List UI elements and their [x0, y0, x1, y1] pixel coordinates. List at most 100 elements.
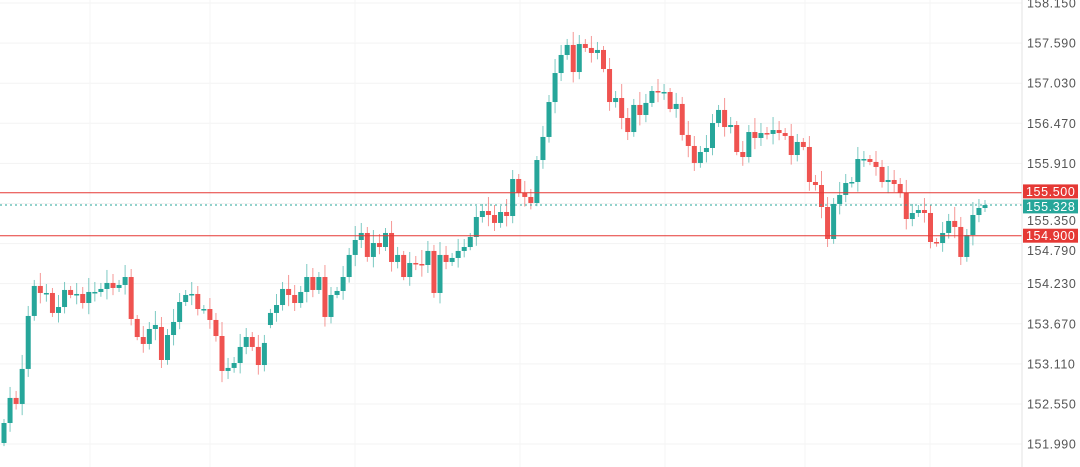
- candle-body: [358, 232, 364, 240]
- candle-body: [455, 250, 461, 258]
- candle-body: [764, 133, 770, 135]
- candle-body: [921, 209, 927, 214]
- candle: [425, 240, 431, 273]
- candle: [921, 197, 927, 223]
- candle: [128, 269, 134, 326]
- candle-body: [395, 254, 401, 262]
- candle-body: [716, 109, 722, 124]
- candle-body: [407, 262, 413, 278]
- candle-body: [346, 254, 352, 278]
- candle: [201, 305, 207, 314]
- candle: [776, 121, 782, 141]
- candle: [940, 221, 946, 252]
- candle: [855, 147, 861, 192]
- candle: [56, 295, 61, 323]
- candle: [588, 35, 594, 63]
- candle-body: [183, 294, 189, 303]
- candle: [419, 249, 425, 277]
- candle: [837, 181, 843, 215]
- candle: [528, 188, 534, 210]
- candle-body: [855, 159, 861, 182]
- candle-body: [322, 277, 328, 317]
- candle: [728, 117, 734, 134]
- price-level-badge: [1023, 184, 1078, 199]
- candle: [340, 266, 346, 300]
- candle-body: [146, 328, 152, 344]
- candle: [934, 238, 940, 247]
- candle: [43, 283, 49, 302]
- candle: [352, 225, 358, 267]
- candle: [104, 269, 110, 300]
- candle: [691, 135, 697, 171]
- candle: [207, 298, 213, 329]
- candle: [564, 38, 570, 60]
- candle-body: [171, 321, 177, 336]
- candle: [328, 286, 334, 324]
- candle: [897, 178, 903, 198]
- candle-body: [770, 130, 776, 134]
- candle: [62, 281, 68, 314]
- candle-body: [413, 262, 419, 265]
- candle-body: [92, 291, 98, 294]
- candle: [649, 85, 655, 107]
- candle: [183, 289, 189, 307]
- candle: [401, 250, 407, 281]
- candle-body: [80, 293, 86, 304]
- candle: [455, 238, 461, 268]
- candle: [485, 196, 491, 227]
- candle-body: [607, 69, 613, 103]
- candle-body: [800, 141, 806, 147]
- candle-body: [679, 103, 685, 135]
- candle-body: [819, 185, 824, 207]
- candle: [697, 145, 703, 168]
- candle: [498, 206, 504, 228]
- candle: [395, 246, 401, 269]
- candle: [849, 177, 855, 188]
- candle-body: [37, 285, 43, 293]
- candle: [891, 169, 897, 193]
- candle: [158, 316, 164, 368]
- candle: [431, 244, 437, 298]
- candle-body: [940, 232, 946, 244]
- candle-body: [728, 125, 734, 128]
- candle-body: [752, 132, 758, 138]
- candle-body: [225, 367, 231, 371]
- candle-body: [528, 196, 534, 203]
- candle: [758, 123, 764, 146]
- candle-body: [116, 284, 122, 288]
- candle: [679, 96, 685, 141]
- candle-body: [964, 234, 970, 257]
- candle-body: [267, 312, 273, 325]
- candle: [570, 31, 576, 83]
- candle: [928, 205, 933, 249]
- candle-body: [649, 90, 655, 103]
- candle-body: [946, 220, 952, 233]
- candle-body: [546, 102, 552, 137]
- price-level-labels: 155.500 154.900 155.328: [1023, 184, 1078, 243]
- grid: [0, 2, 1022, 445]
- candle: [461, 239, 467, 258]
- candle: [13, 390, 19, 410]
- y-tick-label: 158.150: [1027, 0, 1076, 11]
- candle-body: [667, 91, 673, 109]
- candle-body: [431, 250, 437, 293]
- candle-body: [31, 285, 37, 316]
- candle: [286, 274, 292, 307]
- candle-body: [110, 282, 116, 288]
- candle-body: [861, 159, 867, 161]
- price-level-label: 154.900: [1026, 229, 1075, 243]
- y-tick-label: 155.910: [1027, 157, 1076, 171]
- candle-body: [613, 98, 619, 103]
- candle-body: [540, 136, 546, 161]
- y-tick-label: 154.790: [1027, 244, 1076, 258]
- candle: [274, 294, 279, 322]
- candle: [510, 169, 516, 224]
- price-axis[interactable]: 158.150 157.590 157.030 156.470 155.910 155.3…: [1027, 0, 1076, 452]
- candle: [625, 107, 631, 141]
- candle-body: [673, 103, 679, 109]
- candle-body: [782, 133, 788, 136]
- candle: [673, 92, 679, 118]
- candle: [504, 199, 510, 227]
- candle-body: [165, 335, 170, 360]
- candle: [413, 255, 419, 271]
